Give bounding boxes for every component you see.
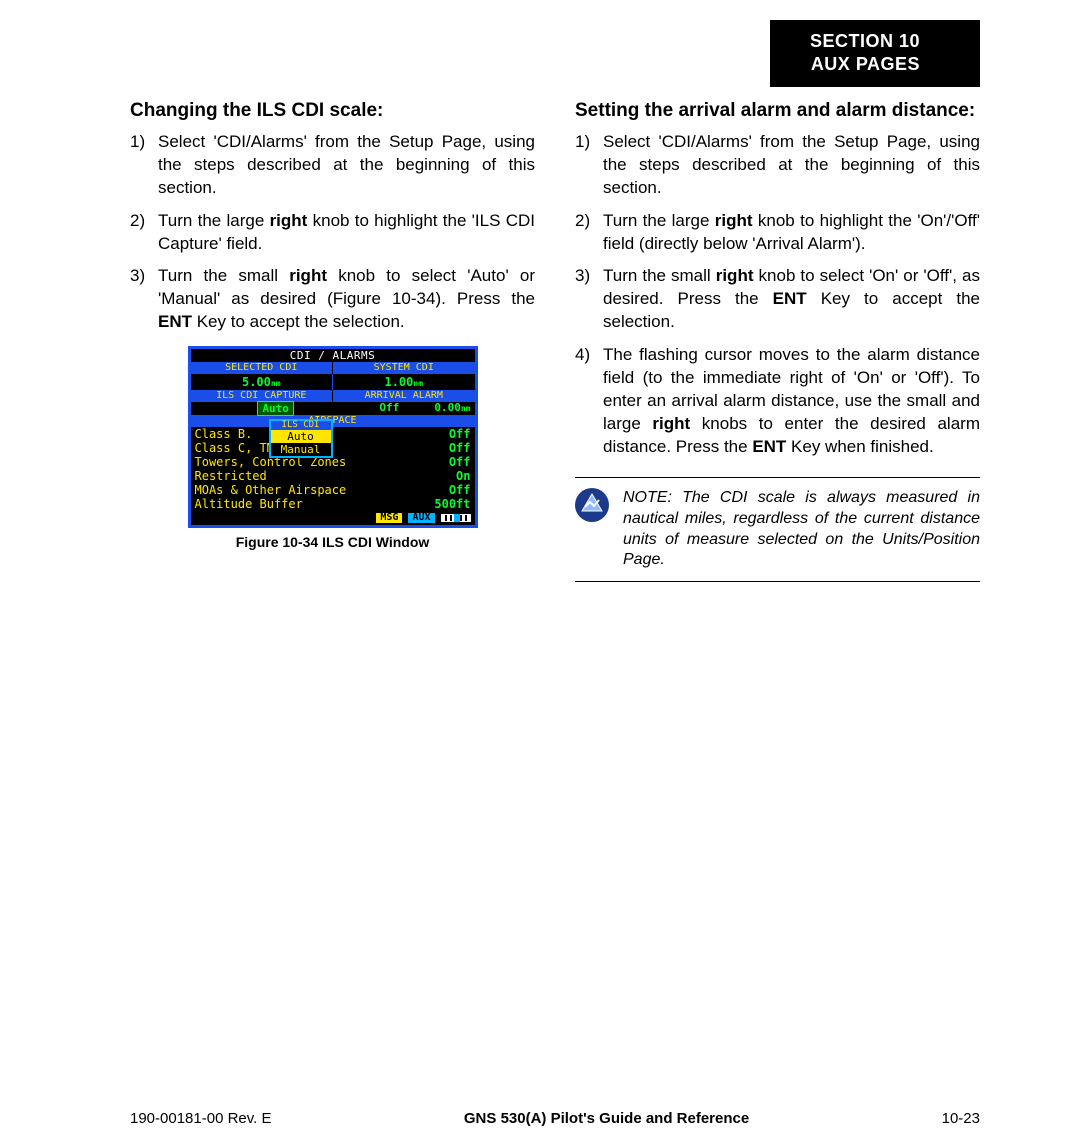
left-column: Changing the ILS CDI scale: Select 'CDI/…: [130, 100, 535, 582]
air-row-2: Towers, Control ZonesOff: [191, 455, 475, 469]
note-text: NOTE: The CDI scale is always measured i…: [623, 488, 980, 571]
screen-values-1: 5.00nm 1.00nm: [191, 374, 475, 390]
screen-title: CDI / ALARMS: [191, 349, 475, 362]
aux-indicator: AUX: [408, 513, 434, 523]
screen-values-2: Auto Off 0.00nm: [191, 402, 475, 415]
right-step-2: Turn the large right knob to highlight t…: [575, 210, 980, 256]
page-footer: 190-00181-00 Rev. E GNS 530(A) Pilot's G…: [0, 1110, 1080, 1127]
msg-indicator: MSG: [376, 513, 402, 523]
note-icon: [575, 488, 609, 522]
footer-left: 190-00181-00 Rev. E: [130, 1110, 271, 1127]
air-row-0: Class B.Off: [191, 427, 475, 441]
avionics-screen: CDI / ALARMS SELECTED CDI SYSTEM CDI 5.0…: [188, 346, 478, 528]
section-line2: AUX PAGES: [810, 53, 920, 76]
figure-caption: Figure 10-34 ILS CDI Window: [130, 534, 535, 550]
left-steps: Select 'CDI/Alarms' from the Setup Page,…: [130, 131, 535, 335]
left-step-3: Turn the small right knob to select 'Aut…: [130, 265, 535, 334]
left-step-1: Select 'CDI/Alarms' from the Setup Page,…: [130, 131, 535, 200]
left-heading: Changing the ILS CDI scale:: [130, 100, 535, 123]
footer-center: GNS 530(A) Pilot's Guide and Reference: [464, 1110, 749, 1127]
right-column: Setting the arrival alarm and alarm dist…: [575, 100, 980, 582]
section-line1: SECTION 10: [810, 30, 920, 53]
page-root: SECTION 10 AUX PAGES Changing the ILS CD…: [0, 0, 1080, 582]
right-step-1: Select 'CDI/Alarms' from the Setup Page,…: [575, 131, 980, 200]
air-row-5: Altitude Buffer500ft: [191, 497, 475, 511]
air-row-3: RestrictedOn: [191, 469, 475, 483]
right-heading: Setting the arrival alarm and alarm dist…: [575, 100, 980, 123]
figure-wrap: CDI / ALARMS SELECTED CDI SYSTEM CDI 5.0…: [130, 346, 535, 550]
section-header: SECTION 10 AUX PAGES: [770, 20, 980, 87]
screen-bottom: MSG AUX: [191, 511, 475, 525]
footer-right: 10-23: [942, 1110, 980, 1127]
airspace-header: AIRSPACE: [191, 415, 475, 427]
content-columns: Changing the ILS CDI scale: Select 'CDI/…: [130, 100, 980, 582]
air-row-1: Class C, TMAOff: [191, 441, 475, 455]
popup-opt-auto: Auto: [271, 430, 331, 443]
screen-labels-2: ILS CDI CAPTURE ARRIVAL ALARM: [191, 390, 475, 402]
ils-cdi-popup: ILS CDI Auto Manual: [269, 419, 333, 458]
popup-header: ILS CDI: [271, 421, 331, 430]
left-step-2: Turn the large right knob to highlight t…: [130, 210, 535, 256]
screen-labels-1: SELECTED CDI SYSTEM CDI: [191, 362, 475, 374]
air-row-4: MOAs & Other AirspaceOff: [191, 483, 475, 497]
right-steps: Select 'CDI/Alarms' from the Setup Page,…: [575, 131, 980, 459]
right-step-3: Turn the small right knob to select 'On'…: [575, 265, 980, 334]
note-block: NOTE: The CDI scale is always measured i…: [575, 477, 980, 582]
page-bars-icon: [441, 514, 471, 522]
popup-opt-manual: Manual: [271, 443, 331, 456]
right-step-4: The flashing cursor moves to the alarm d…: [575, 344, 980, 459]
